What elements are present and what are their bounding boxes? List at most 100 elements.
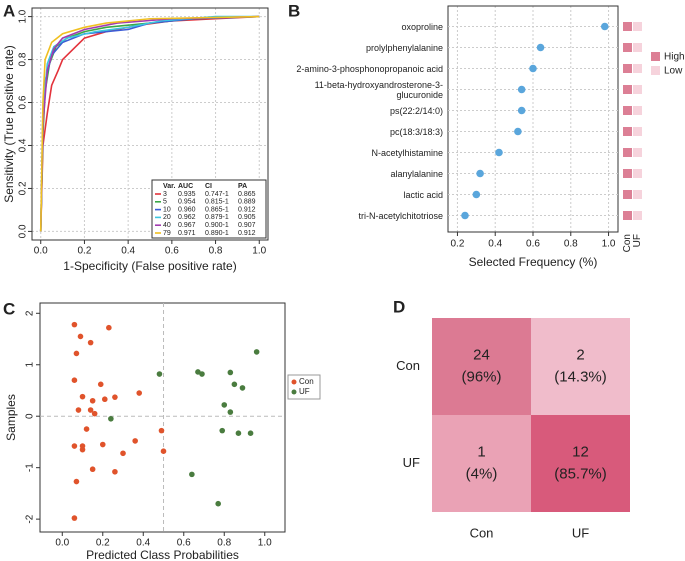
- point: [73, 350, 80, 357]
- category-label: tri-N-acetylchitotriose: [358, 210, 443, 221]
- heatmap-cell: [633, 190, 642, 199]
- category-label: lactic acid: [403, 189, 443, 200]
- heatmap-cell: [623, 85, 632, 94]
- cell-percent: (4%): [466, 465, 498, 482]
- point: [71, 443, 78, 449]
- x-tick-label: 0.6: [526, 239, 540, 250]
- dot: [472, 190, 481, 199]
- legend-entry: 0.954: [178, 199, 196, 206]
- point: [136, 390, 143, 396]
- legend-label: UF: [299, 387, 310, 396]
- category-label: oxoproline: [401, 21, 443, 32]
- heatmap-cell: [623, 106, 632, 115]
- x-tick-label: 0.0: [55, 538, 69, 549]
- panel-label: B: [288, 1, 300, 20]
- legend-entry: 0.912: [238, 230, 256, 237]
- x-axis-label: 1-Specificity (False positive rate): [63, 259, 236, 273]
- legend-entry: 0.879-1: [205, 214, 229, 221]
- heatmap-cell: [623, 169, 632, 178]
- legend-entry: 0.907: [238, 222, 256, 229]
- heatmap-cell: [633, 85, 642, 94]
- legend-entry: 0.971: [178, 230, 196, 237]
- legend-entry: 0.865-1: [205, 206, 229, 213]
- legend-swatch: [291, 379, 297, 385]
- heatmap-cell: [633, 22, 642, 31]
- category-label: 2-amino-3-phosphonopropanoic acid: [296, 63, 443, 74]
- legend-entry: 0.935: [178, 191, 196, 198]
- plot-frame: [447, 5, 619, 233]
- point: [89, 466, 96, 473]
- point: [158, 427, 165, 434]
- dot: [514, 127, 522, 136]
- x-tick-label: 0.6: [165, 246, 179, 257]
- point: [199, 371, 205, 377]
- legend-swatch: [291, 389, 297, 395]
- point: [231, 381, 238, 388]
- point: [99, 441, 106, 448]
- row-label: UF: [403, 455, 420, 470]
- point: [235, 430, 242, 436]
- point: [160, 448, 167, 455]
- plot-frame: [39, 302, 286, 533]
- x-tick-label: 0.6: [177, 538, 191, 549]
- point: [108, 415, 114, 422]
- legend-entry: 0.912: [238, 206, 256, 213]
- point: [77, 333, 84, 340]
- x-tick-label: 0.8: [217, 538, 231, 549]
- point: [97, 381, 104, 388]
- legend-entry: 0.967: [178, 222, 196, 229]
- point: [71, 321, 78, 328]
- dot: [495, 148, 503, 157]
- y-tick-label: 0.4: [18, 138, 29, 152]
- heatmap-cell: [623, 190, 632, 199]
- legend-entry: 0.889: [238, 199, 256, 206]
- point: [106, 324, 112, 331]
- dot: [529, 64, 537, 73]
- legend-header: AUC: [178, 183, 193, 190]
- column-label: UF: [572, 525, 589, 540]
- matrix-cell: [432, 415, 531, 512]
- point: [221, 402, 228, 408]
- point: [71, 377, 78, 383]
- legend-entry: 40: [163, 222, 171, 229]
- cell-count: 1: [477, 443, 485, 460]
- legend-entry: 5: [163, 199, 167, 206]
- heatmap-column-label: UF: [632, 234, 643, 247]
- legend-label: Con: [299, 377, 314, 386]
- legend-swatch: [651, 66, 660, 75]
- y-tick-label: 0.6: [18, 95, 29, 109]
- dot: [517, 106, 526, 115]
- legend-entry: 0.890-1: [205, 230, 229, 237]
- heatmap-cell: [623, 127, 632, 136]
- point: [112, 468, 118, 475]
- heatmap-cell: [623, 43, 632, 52]
- point: [101, 396, 108, 403]
- category-label: alanylalanine: [390, 168, 443, 179]
- row-label: Con: [396, 358, 420, 373]
- legend-header: CI: [205, 183, 212, 190]
- x-tick-label: 0.2: [77, 246, 91, 257]
- heatmap-cell: [633, 64, 642, 73]
- point: [227, 369, 234, 376]
- legend-entry: 0.747-1: [205, 191, 229, 198]
- column-label: Con: [470, 525, 494, 540]
- heatmap-cell: [633, 211, 642, 220]
- legend-entry: 20: [163, 214, 171, 221]
- x-tick-label: 0.4: [136, 538, 150, 549]
- point: [91, 410, 98, 417]
- category-label: 11-beta-hydroxyandrosterone-3- glucuroni…: [314, 79, 443, 100]
- dot: [461, 211, 469, 220]
- dot: [517, 85, 526, 94]
- legend-swatch: [651, 52, 660, 61]
- x-tick-label: 0.2: [450, 239, 464, 250]
- y-tick-label: -2: [25, 514, 36, 523]
- category-label: prolylphenylalanine: [365, 42, 443, 53]
- point: [219, 427, 226, 434]
- cell-percent: (14.3%): [554, 368, 607, 385]
- matrix-cell: [432, 318, 531, 415]
- point: [79, 446, 86, 453]
- y-tick-label: 0.8: [18, 52, 29, 66]
- y-tick-label: 2: [25, 310, 36, 316]
- cell-count: 12: [572, 443, 589, 460]
